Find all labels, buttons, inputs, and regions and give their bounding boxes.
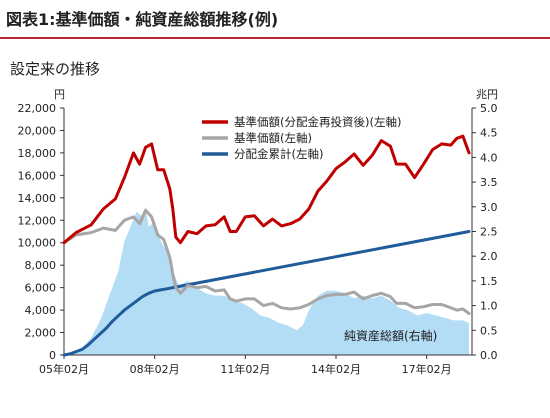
right-tick-label: 1.5: [480, 275, 498, 288]
right-tick-label: 2.0: [480, 250, 498, 263]
right-tick-label: 0.5: [480, 324, 498, 337]
series-line-1: [62, 208, 471, 315]
left-axis-unit: 円: [54, 88, 65, 101]
left-tick-label: 8,000: [25, 259, 57, 272]
left-tick-label: 6,000: [25, 282, 57, 295]
left-tick-label: 20,000: [18, 124, 57, 137]
legend-label-0: 基準価額(分配金再投資後)(左軸): [234, 115, 401, 129]
legend: 基準価額(分配金再投資後)(左軸) 基準価額(左軸) 分配金累計(左軸): [202, 115, 401, 161]
net-assets-area: [64, 206, 469, 355]
x-tick-label: 11年02月: [220, 362, 270, 376]
series-line-2: [62, 230, 471, 357]
left-tick-label: 16,000: [18, 169, 57, 182]
series-line-0: [62, 134, 471, 245]
lines-layer: [62, 134, 471, 357]
left-tick-label: 22,000: [18, 102, 57, 115]
x-tick-label: 14年02月: [311, 362, 361, 376]
left-tick-label: 12,000: [18, 214, 57, 227]
right-tick-label: 0.0: [480, 349, 498, 362]
area-label: 純資産総額(右軸): [344, 328, 437, 343]
right-axis-unit: 兆円: [476, 88, 498, 101]
right-tick-label: 2.5: [480, 226, 498, 239]
right-tick-label: 5.0: [480, 102, 498, 115]
right-tick-label: 4.0: [480, 151, 498, 164]
left-tick-label: 4,000: [25, 304, 57, 317]
chart-title: 設定来の推移: [10, 60, 101, 78]
left-tick-label: 14,000: [18, 192, 57, 205]
title-rule: [0, 37, 550, 39]
right-tick-label: 4.5: [480, 127, 498, 140]
axes-layer: 0 2,000 4,000 6,000 8,000 10,000 12,000 14,000 1…: [18, 102, 498, 376]
legend-label-1: 基準価額(左軸): [234, 131, 312, 145]
left-tick-label: 18,000: [18, 147, 57, 160]
figure-title: 図表1:基準価額・純資産総額推移(例): [6, 10, 279, 29]
left-tick-label: 2,000: [25, 327, 57, 340]
left-tick-label: 0: [49, 349, 56, 362]
x-tick-label: 05年02月: [39, 362, 89, 376]
right-tick-label: 1.0: [480, 300, 498, 313]
left-tick-label: 10,000: [18, 237, 57, 250]
x-tick-label: 08年02月: [130, 362, 180, 376]
legend-label-2: 分配金累計(左軸): [234, 147, 323, 161]
right-tick-label: 3.0: [480, 201, 498, 214]
right-tick-label: 3.5: [480, 176, 498, 189]
net-assets-area-layer: [64, 206, 469, 355]
x-tick-label: 17年02月: [402, 362, 452, 376]
